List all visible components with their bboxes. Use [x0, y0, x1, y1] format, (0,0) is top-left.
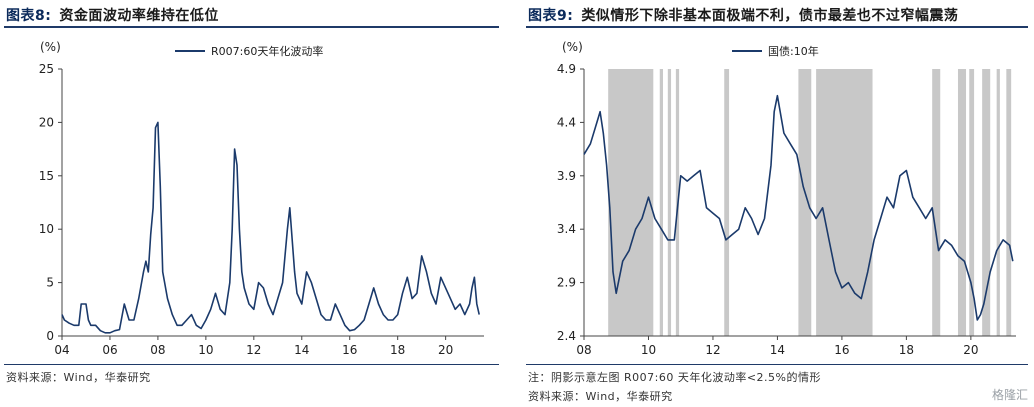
- right-xtick-label-1: 10: [641, 343, 656, 357]
- right-xtick-label-5: 18: [899, 343, 914, 357]
- right-shade-8: [957, 69, 967, 336]
- right-ytick-label-5: 4.9: [557, 62, 576, 76]
- left-unit-label: (%): [40, 40, 61, 54]
- right-shade-1: [659, 69, 663, 336]
- left-chart: (%) 0 5 10 15 20 25 04 06 08 10 12 14 16 18 20 R007:60天年…: [39, 40, 484, 357]
- left-xtick-label-1: 06: [102, 343, 117, 357]
- left-source-rule: [4, 364, 499, 365]
- left-xtick-label-5: 14: [294, 343, 309, 357]
- left-xtick-label-0: 04: [54, 343, 69, 357]
- left-xtick-label-8: 20: [438, 343, 453, 357]
- right-unit-label: (%): [562, 40, 583, 54]
- right-figure-title-text: 类似情形下除非基本面极端不利，债市最差也不过窄幅震荡: [581, 8, 959, 24]
- right-ytick-label-1: 2.9: [557, 276, 576, 290]
- right-note-rule: [526, 364, 1028, 365]
- right-shade-11: [996, 69, 1000, 336]
- left-legend-label-0: R007:60天年化波动率: [211, 44, 323, 58]
- right-shade-9: [969, 69, 975, 336]
- right-ytick-label-4: 4.4: [557, 115, 576, 129]
- right-xtick-label-6: 20: [963, 343, 978, 357]
- left-xtick-label-7: 18: [390, 343, 405, 357]
- left-ytick-label-1: 5: [46, 276, 54, 290]
- right-shade-6: [816, 69, 873, 336]
- right-ytick-label-3: 3.9: [557, 169, 576, 183]
- left-title-rule: [4, 26, 499, 28]
- right-source: 资料来源：Wind，华泰研究: [528, 390, 673, 403]
- right-shade-5: [798, 69, 812, 336]
- right-xtick-label-3: 14: [770, 343, 785, 357]
- left-xtick-label-2: 08: [150, 343, 165, 357]
- right-chart: (%) 2.4 2.9 3.4 3.9 4.4 4.9 08 10 12 14 16 18 20 国债:10…: [557, 40, 1016, 357]
- right-ytick-label-2: 3.4: [557, 222, 576, 236]
- left-ytick-label-5: 25: [39, 62, 54, 76]
- left-xtick-label-4: 12: [246, 343, 261, 357]
- right-legend-label-0: 国债:10年: [768, 44, 819, 58]
- right-shade-10: [982, 69, 991, 336]
- left-xtick-label-6: 16: [342, 343, 357, 357]
- left-ytick-label-4: 20: [39, 115, 54, 129]
- left-figure-title: 图表8: 资金面波动率维持在低位: [6, 5, 219, 25]
- right-figure-number: 图表9:: [528, 8, 574, 24]
- left-ytick-label-0: 0: [46, 329, 54, 343]
- right-shade-2: [667, 69, 672, 336]
- right-ytick-label-0: 2.4: [557, 329, 576, 343]
- right-figure: 图表9: 类似情形下除非基本面极端不利，债市最差也不过窄幅震荡 (%) 2.4 2.9…: [522, 0, 1034, 407]
- right-xtick-label-4: 16: [834, 343, 849, 357]
- left-figure-title-text: 资金面波动率维持在低位: [59, 8, 219, 24]
- right-shade-7: [932, 69, 941, 336]
- left-figure-number: 图表8:: [6, 8, 52, 24]
- left-ytick-label-3: 15: [39, 169, 54, 183]
- right-xtick-label-2: 12: [705, 343, 720, 357]
- right-note: 注：阴影示意左图 R007:60 天年化波动率<2.5%的情形: [528, 371, 821, 384]
- right-figure-title: 图表9: 类似情形下除非基本面极端不利，债市最差也不过窄幅震荡: [528, 5, 958, 25]
- logo-watermark: 格隆汇: [991, 388, 1028, 402]
- right-series-line-0: [583, 94, 1014, 321]
- left-xtick-label-3: 10: [198, 343, 213, 357]
- left-source: 资料来源：Wind，华泰研究: [6, 371, 151, 384]
- left-figure: 图表8: 资金面波动率维持在低位 (%) 0 5 10 15 20 25 04 06 08 10 12 1…: [0, 0, 505, 407]
- right-shade-12: [1006, 69, 1012, 336]
- right-title-rule: [526, 26, 1028, 28]
- left-series-line-0: [61, 121, 480, 334]
- right-shade-4: [724, 69, 730, 336]
- right-xtick-label-0: 08: [576, 343, 591, 357]
- left-ytick-label-2: 10: [39, 222, 54, 236]
